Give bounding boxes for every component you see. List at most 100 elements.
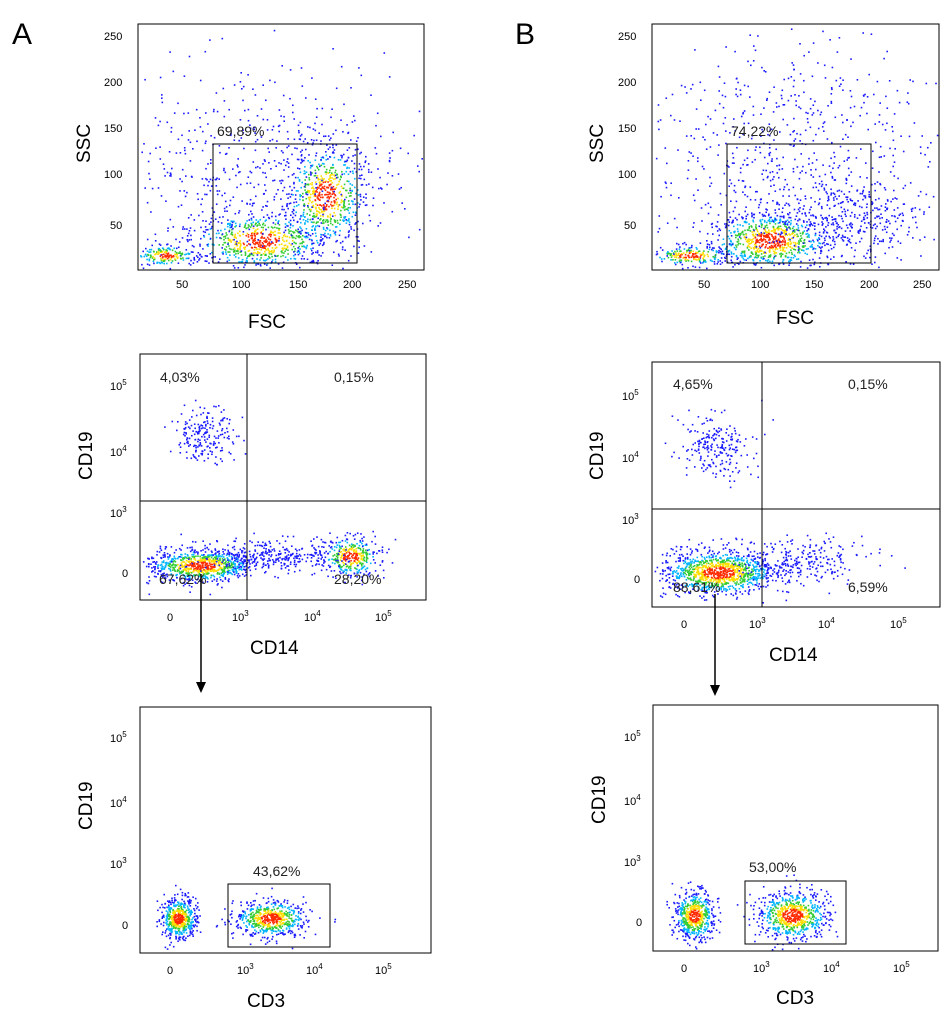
event-dot xyxy=(268,925,270,927)
event-dot xyxy=(211,580,214,582)
event-dot xyxy=(300,216,302,218)
event-dot xyxy=(188,130,190,132)
event-dot xyxy=(265,245,267,248)
event-dot xyxy=(283,913,286,915)
event-dot xyxy=(347,259,350,262)
event-dot xyxy=(253,242,255,245)
event-dot xyxy=(267,147,269,150)
event-dot xyxy=(282,249,284,251)
event-dot xyxy=(232,568,235,571)
event-dot xyxy=(800,249,803,251)
event-dot xyxy=(215,178,218,181)
event-dot xyxy=(336,544,339,546)
event-dot xyxy=(232,932,235,934)
event-dot xyxy=(196,906,199,908)
event-dot xyxy=(299,266,301,269)
event-dot xyxy=(316,221,318,224)
event-dot xyxy=(163,168,166,170)
event-dot xyxy=(228,108,230,111)
event-dot xyxy=(288,232,290,234)
event-dot xyxy=(381,188,383,190)
event-dot xyxy=(148,248,151,251)
event-dot xyxy=(228,551,231,554)
event-dot xyxy=(316,214,318,216)
event-dot xyxy=(329,169,331,172)
event-dot xyxy=(206,193,208,196)
event-dot xyxy=(277,907,280,909)
event-dot xyxy=(300,67,303,69)
event-dot xyxy=(208,572,210,575)
event-dot xyxy=(313,187,315,190)
event-dot xyxy=(366,561,368,564)
event-dot xyxy=(268,245,271,247)
event-dot xyxy=(232,196,235,198)
event-dot xyxy=(243,226,246,228)
dots-a1 xyxy=(140,29,423,270)
event-dot xyxy=(359,541,362,543)
event-dot xyxy=(222,244,224,246)
event-dot xyxy=(337,204,340,206)
event-dot xyxy=(172,925,175,928)
event-dot xyxy=(290,925,293,927)
event-dot xyxy=(255,922,257,925)
event-dot xyxy=(365,204,368,206)
event-dot xyxy=(228,245,230,247)
x-tick-1e3: 103 xyxy=(237,962,254,977)
event-dot xyxy=(207,548,210,551)
event-dot xyxy=(186,905,189,908)
event-dot xyxy=(223,562,225,565)
event-dot xyxy=(170,928,173,931)
event-dot xyxy=(387,172,389,174)
event-dot xyxy=(318,225,321,228)
event-dot xyxy=(188,558,190,560)
event-dot xyxy=(360,558,363,561)
event-dot xyxy=(745,215,748,218)
event-dot xyxy=(164,175,166,177)
event-dot xyxy=(311,910,313,913)
event-dot xyxy=(247,904,250,907)
event-dot xyxy=(318,211,321,214)
event-dot xyxy=(149,251,152,253)
event-dot xyxy=(196,563,199,566)
event-dot xyxy=(242,85,245,88)
event-dot xyxy=(257,922,259,925)
event-dot xyxy=(183,228,186,230)
event-dot xyxy=(292,903,295,906)
event-dot xyxy=(159,158,162,160)
event-dot xyxy=(374,535,376,538)
event-dot xyxy=(204,563,207,565)
event-dot xyxy=(239,248,241,251)
event-dot xyxy=(186,896,189,898)
event-dot xyxy=(354,203,357,206)
event-dot xyxy=(271,887,273,890)
event-dot xyxy=(169,932,171,935)
event-dot xyxy=(247,914,250,916)
event-dot xyxy=(329,546,332,549)
event-dot xyxy=(195,457,197,460)
event-dot xyxy=(324,556,327,559)
event-dot xyxy=(274,234,276,236)
event-dot xyxy=(201,557,204,560)
event-dot xyxy=(311,187,313,189)
event-dot xyxy=(202,572,205,574)
event-dot xyxy=(241,910,244,912)
event-dot xyxy=(337,176,339,179)
event-dot xyxy=(291,235,294,237)
event-dot xyxy=(224,210,226,212)
event-dot xyxy=(201,453,203,456)
event-dot xyxy=(190,457,193,460)
event-dot xyxy=(357,220,359,223)
event-dot xyxy=(174,926,177,928)
event-dot xyxy=(254,565,256,567)
event-dot xyxy=(272,902,275,904)
event-dot xyxy=(239,918,241,920)
event-dot xyxy=(278,124,281,127)
event-dot xyxy=(256,115,259,117)
event-dot xyxy=(167,558,170,560)
event-dot xyxy=(189,160,192,162)
event-dot xyxy=(148,558,150,560)
event-dot xyxy=(205,571,207,573)
event-dot xyxy=(280,182,282,185)
event-dot xyxy=(307,206,309,209)
event-dot xyxy=(178,929,180,932)
